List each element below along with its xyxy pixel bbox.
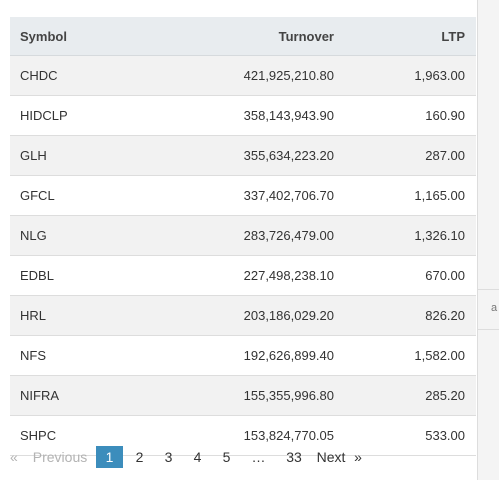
pagination: « Previous 1 2 3 4 5 … 33 Next » xyxy=(10,445,366,469)
cell-ltp: 1,165.00 xyxy=(414,188,465,203)
background-row-line xyxy=(478,289,499,290)
cell-ltp: 1,326.10 xyxy=(414,228,465,243)
cell-ltp: 826.20 xyxy=(425,308,465,323)
cell-turnover: 203,186,029.20 xyxy=(243,308,334,323)
previous-button[interactable]: Previous xyxy=(32,449,88,465)
cell-symbol: NLG xyxy=(20,228,47,243)
table-row[interactable]: NLG 283,726,479.00 1,326.10 xyxy=(10,216,476,256)
page-button-2[interactable]: 2 xyxy=(135,449,144,465)
turnover-panel: Symbol Turnover LTP CHDC 421,925,210.80 1,… xyxy=(10,17,476,469)
cell-turnover: 358,143,943.90 xyxy=(243,108,334,123)
page-button-5[interactable]: 5 xyxy=(222,449,231,465)
table-row[interactable]: SHPC 153,824,770.05 533.00 xyxy=(10,416,476,456)
cell-symbol: GFCL xyxy=(20,188,55,203)
cell-turnover: 227,498,238.10 xyxy=(243,268,334,283)
previous-arrow-icon: « xyxy=(10,449,18,465)
background-row-line xyxy=(478,329,499,330)
page-button-4[interactable]: 4 xyxy=(193,449,202,465)
cell-turnover: 283,726,479.00 xyxy=(243,228,334,243)
cell-symbol: SHPC xyxy=(20,428,57,443)
page-ellipsis: … xyxy=(251,449,266,465)
column-header-ltp[interactable]: LTP xyxy=(441,28,465,44)
background-page: a xyxy=(477,0,499,480)
next-arrow-icon[interactable]: » xyxy=(354,449,362,465)
page-button-1[interactable]: 1 xyxy=(96,446,123,468)
cell-turnover: 192,626,899.40 xyxy=(243,348,334,363)
page-button-3[interactable]: 3 xyxy=(164,449,173,465)
column-header-turnover[interactable]: Turnover xyxy=(278,28,334,44)
turnover-table: Symbol Turnover LTP CHDC 421,925,210.80 1,… xyxy=(10,17,476,456)
table-row[interactable]: NFS 192,626,899.40 1,582.00 xyxy=(10,336,476,376)
cell-symbol: HIDCLP xyxy=(20,108,68,123)
table-row[interactable]: GFCL 337,402,706.70 1,165.00 xyxy=(10,176,476,216)
cell-ltp: 670.00 xyxy=(425,268,465,283)
table-row[interactable]: GLH 355,634,223.20 287.00 xyxy=(10,136,476,176)
background-text: a xyxy=(491,302,498,314)
cell-turnover: 355,634,223.20 xyxy=(243,148,334,163)
cell-turnover: 337,402,706.70 xyxy=(243,188,334,203)
column-header-symbol[interactable]: Symbol xyxy=(20,28,67,44)
table-row[interactable]: HRL 203,186,029.20 826.20 xyxy=(10,296,476,336)
cell-symbol: EDBL xyxy=(20,268,54,283)
cell-symbol: NFS xyxy=(20,348,46,363)
cell-ltp: 1,963.00 xyxy=(414,68,465,83)
table-row[interactable]: CHDC 421,925,210.80 1,963.00 xyxy=(10,56,476,96)
cell-turnover: 421,925,210.80 xyxy=(243,68,334,83)
background-divider xyxy=(477,0,478,480)
cell-symbol: HRL xyxy=(20,308,47,323)
next-button[interactable]: Next xyxy=(316,449,346,465)
cell-ltp: 160.90 xyxy=(425,108,465,123)
cell-ltp: 533.00 xyxy=(425,428,465,443)
page-button-33[interactable]: 33 xyxy=(286,449,302,465)
cell-symbol: CHDC xyxy=(20,68,58,83)
cell-ltp: 285.20 xyxy=(425,388,465,403)
page-list: 1 2 3 4 5 … 33 xyxy=(96,446,312,468)
table-row[interactable]: EDBL 227,498,238.10 670.00 xyxy=(10,256,476,296)
cell-turnover: 153,824,770.05 xyxy=(243,428,334,443)
cell-symbol: GLH xyxy=(20,148,47,163)
table-row[interactable]: NIFRA 155,355,996.80 285.20 xyxy=(10,376,476,416)
table-header: Symbol Turnover LTP xyxy=(10,17,476,56)
cell-symbol: NIFRA xyxy=(20,388,59,403)
cell-ltp: 1,582.00 xyxy=(414,348,465,363)
cell-turnover: 155,355,996.80 xyxy=(243,388,334,403)
cell-ltp: 287.00 xyxy=(425,148,465,163)
table-body: CHDC 421,925,210.80 1,963.00 HIDCLP 358,143,… xyxy=(10,56,476,456)
table-row[interactable]: HIDCLP 358,143,943.90 160.90 xyxy=(10,96,476,136)
